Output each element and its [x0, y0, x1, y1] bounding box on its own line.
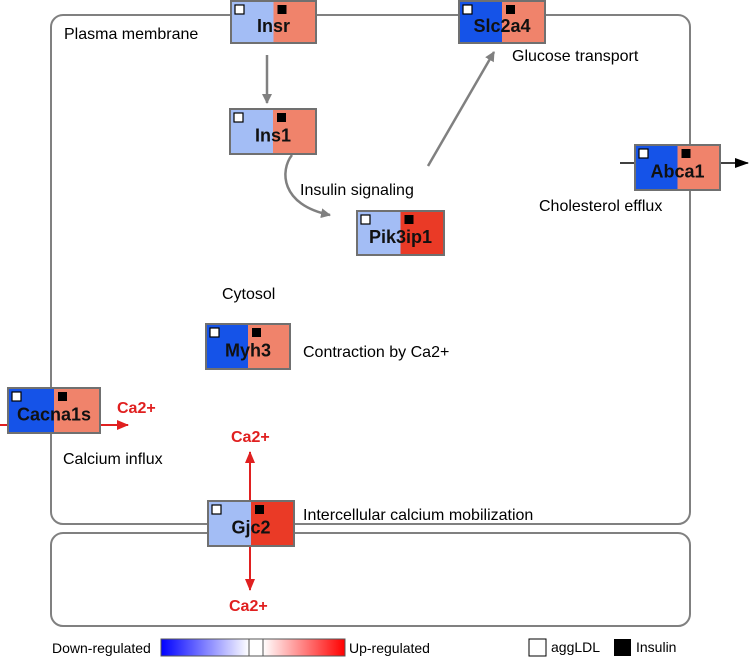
legend-gradient-up	[263, 639, 345, 656]
contraction-label: Contraction by Ca2+	[303, 344, 449, 361]
insulin-marker-icon	[58, 392, 67, 401]
insulin-marker-icon	[506, 5, 515, 14]
insulin-signaling-label: Insulin signaling	[300, 182, 414, 199]
insulin-marker-icon	[255, 505, 264, 514]
intercellular-calcium-label: Intercellular calcium mobilization	[303, 507, 533, 524]
legend-gradient-down	[161, 639, 249, 656]
agg-ldl-marker-icon	[462, 4, 473, 15]
agg-ldl-marker-icon	[233, 112, 244, 123]
legend-insulin-label: Insulin	[636, 639, 676, 655]
gene-box-frame	[207, 500, 295, 547]
legend-down-label: Down-regulated	[52, 640, 151, 656]
plasma-membrane-label: Plasma membrane	[64, 26, 198, 43]
insulin-marker-icon	[404, 215, 414, 224]
insulin-marker-icon	[681, 149, 691, 158]
legend-gradient-frame	[160, 638, 346, 657]
gene-box-abca1[interactable]: Abca1	[634, 144, 721, 191]
gene-name-ins1: Ins1	[255, 126, 291, 146]
ca-gjc2-top-ion-label: Ca2+	[231, 429, 270, 446]
gene-box-slc2a4[interactable]: Slc2a4	[458, 0, 546, 44]
gene-box-insr[interactable]: Insr	[230, 0, 317, 44]
gene-name-cacna1s: Cacna1s	[17, 405, 91, 425]
insulin-marker-icon	[252, 328, 261, 337]
legend-agg-ldl-label: aggLDL	[551, 639, 600, 655]
gene-name-myh3: Myh3	[225, 341, 271, 361]
legend-insulin-swatch	[614, 639, 631, 656]
neighbor-cell-compartment	[50, 532, 691, 627]
plasma-membrane-compartment	[50, 14, 691, 525]
gene-box-cacna1s[interactable]: Cacna1s	[7, 387, 101, 434]
gene-box-frame	[205, 323, 291, 370]
insulin-marker-icon	[277, 5, 287, 14]
ins1-to-pik3ip1-arrow	[284, 154, 331, 219]
gene-name-slc2a4: Slc2a4	[473, 16, 530, 36]
legend-agg-ldl-swatch	[528, 638, 547, 657]
gene-name-gjc2: Gjc2	[231, 518, 270, 538]
gene-name-abca1: Abca1	[650, 162, 704, 182]
pik3ip1-to-slc2a4-arrow	[426, 51, 496, 167]
cytosol-label: Cytosol	[222, 286, 275, 303]
gene-box-frame	[356, 210, 445, 256]
gene-name-pik3ip1: Pik3ip1	[369, 227, 432, 247]
gene-box-frame	[458, 0, 546, 44]
gene-box-frame	[634, 144, 721, 191]
gene-box-pik3ip1[interactable]: Pik3ip1	[356, 210, 445, 256]
legend-gradient-neutral	[249, 639, 263, 656]
agg-ldl-marker-icon	[638, 148, 649, 159]
gene-box-frame	[7, 387, 101, 434]
agg-ldl-marker-icon	[211, 504, 222, 515]
agg-ldl-marker-icon	[11, 391, 22, 402]
legend-up-label: Up-regulated	[349, 640, 430, 656]
glucose-transport-label: Glucose transport	[512, 48, 639, 65]
agg-ldl-marker-icon	[360, 214, 371, 225]
ca-gjc2-bottom-ion-label: Ca2+	[229, 598, 268, 615]
insulin-marker-icon	[277, 113, 286, 122]
gene-box-ins1[interactable]: Ins1	[229, 108, 317, 155]
gene-name-insr: Insr	[257, 16, 290, 36]
gene-box-frame	[229, 108, 317, 155]
ca-influx-ion-label: Ca2+	[117, 400, 156, 417]
gene-box-myh3[interactable]: Myh3	[205, 323, 291, 370]
agg-ldl-marker-icon	[234, 4, 245, 15]
agg-ldl-marker-icon	[209, 327, 220, 338]
calcium-influx-label: Calcium influx	[63, 451, 163, 468]
gene-box-gjc2[interactable]: Gjc2	[207, 500, 295, 547]
cholesterol-efflux-label: Cholesterol efflux	[539, 198, 662, 215]
gene-box-frame	[230, 0, 317, 44]
